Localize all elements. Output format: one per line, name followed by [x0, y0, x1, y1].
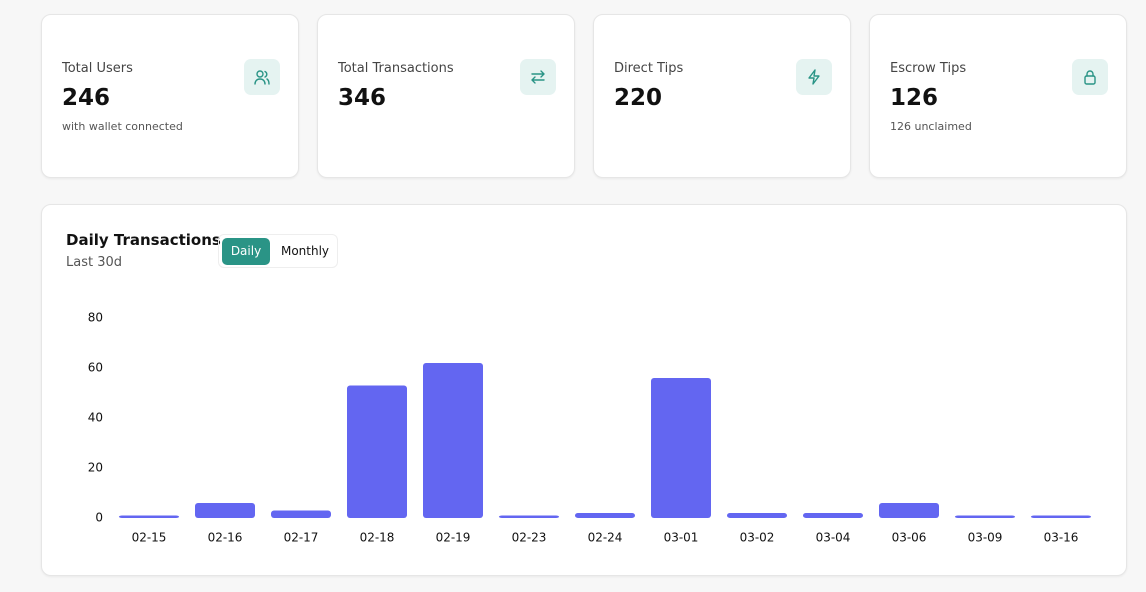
x-tick-label: 03-02 [740, 531, 775, 545]
stat-card: Direct Tips 220 [593, 14, 851, 178]
stat-icon [244, 59, 280, 95]
bar [423, 363, 483, 518]
stat-card: Escrow Tips 126 126 unclaimed [869, 14, 1127, 178]
bar [347, 385, 407, 518]
stat-label: Total Users [62, 61, 133, 76]
stat-label: Escrow Tips [890, 61, 967, 76]
bar [879, 503, 939, 518]
icon-glyph [1084, 70, 1096, 85]
stat-label: Direct Tips [614, 61, 684, 76]
bar [271, 510, 331, 518]
icon-glyph [808, 69, 820, 85]
stat-icon [1072, 59, 1108, 95]
y-tick-label: 20 [88, 461, 103, 475]
bar [955, 515, 1015, 518]
y-tick-label: 80 [88, 311, 103, 325]
x-tick-label: 02-17 [284, 531, 319, 545]
range-toggle: Daily Monthly [218, 234, 338, 268]
y-tick-label: 0 [95, 511, 103, 525]
bar [651, 378, 711, 518]
stat-label: Total Transactions [338, 61, 454, 76]
icon-glyph [254, 70, 270, 85]
daily-button[interactable]: Daily [222, 238, 270, 265]
x-tick-label: 03-16 [1044, 531, 1079, 545]
stat-note: with wallet connected [62, 120, 183, 133]
bar [1031, 515, 1091, 518]
stat-value: 126 [890, 85, 939, 111]
y-tick-label: 60 [88, 361, 103, 375]
x-tick-label: 02-15 [132, 531, 167, 545]
stat-value: 346 [338, 85, 387, 111]
bar [575, 513, 635, 518]
stat-value: 220 [614, 85, 663, 111]
stat-icon [796, 59, 832, 95]
x-tick-label: 02-23 [512, 531, 547, 545]
bar [727, 513, 787, 518]
x-tick-label: 03-01 [664, 531, 699, 545]
x-tick-label: 02-18 [360, 531, 395, 545]
x-tick-label: 03-04 [816, 531, 851, 545]
icon-glyph [531, 70, 545, 84]
bar [499, 515, 559, 518]
x-tick-label: 02-24 [588, 531, 623, 545]
stat-card: Total Transactions 346 [317, 14, 575, 178]
x-tick-label: 02-16 [208, 531, 243, 545]
stat-note: 126 unclaimed [890, 120, 972, 133]
x-tick-label: 03-06 [892, 531, 927, 545]
bar [119, 515, 179, 518]
chart: 0 20 40 60 80 02-15 02-16 02-17 02-18 02-19 02-23 0… [88, 311, 1091, 545]
chart-subtitle: Last 30d [66, 255, 123, 270]
y-tick-label: 40 [88, 411, 103, 425]
chart-card: Daily Transactions Last 30d Daily Monthl… [41, 204, 1127, 576]
stat-value: 246 [62, 85, 111, 111]
monthly-button[interactable]: Monthly [280, 244, 330, 258]
bar [803, 513, 863, 518]
chart-title: Daily Transactions [66, 231, 221, 249]
stat-icon [520, 59, 556, 95]
x-tick-label: 03-09 [968, 531, 1003, 545]
x-tick-label: 02-19 [436, 531, 471, 545]
bar [195, 503, 255, 518]
stat-card: Total Users 246 with wallet connected [41, 14, 299, 178]
